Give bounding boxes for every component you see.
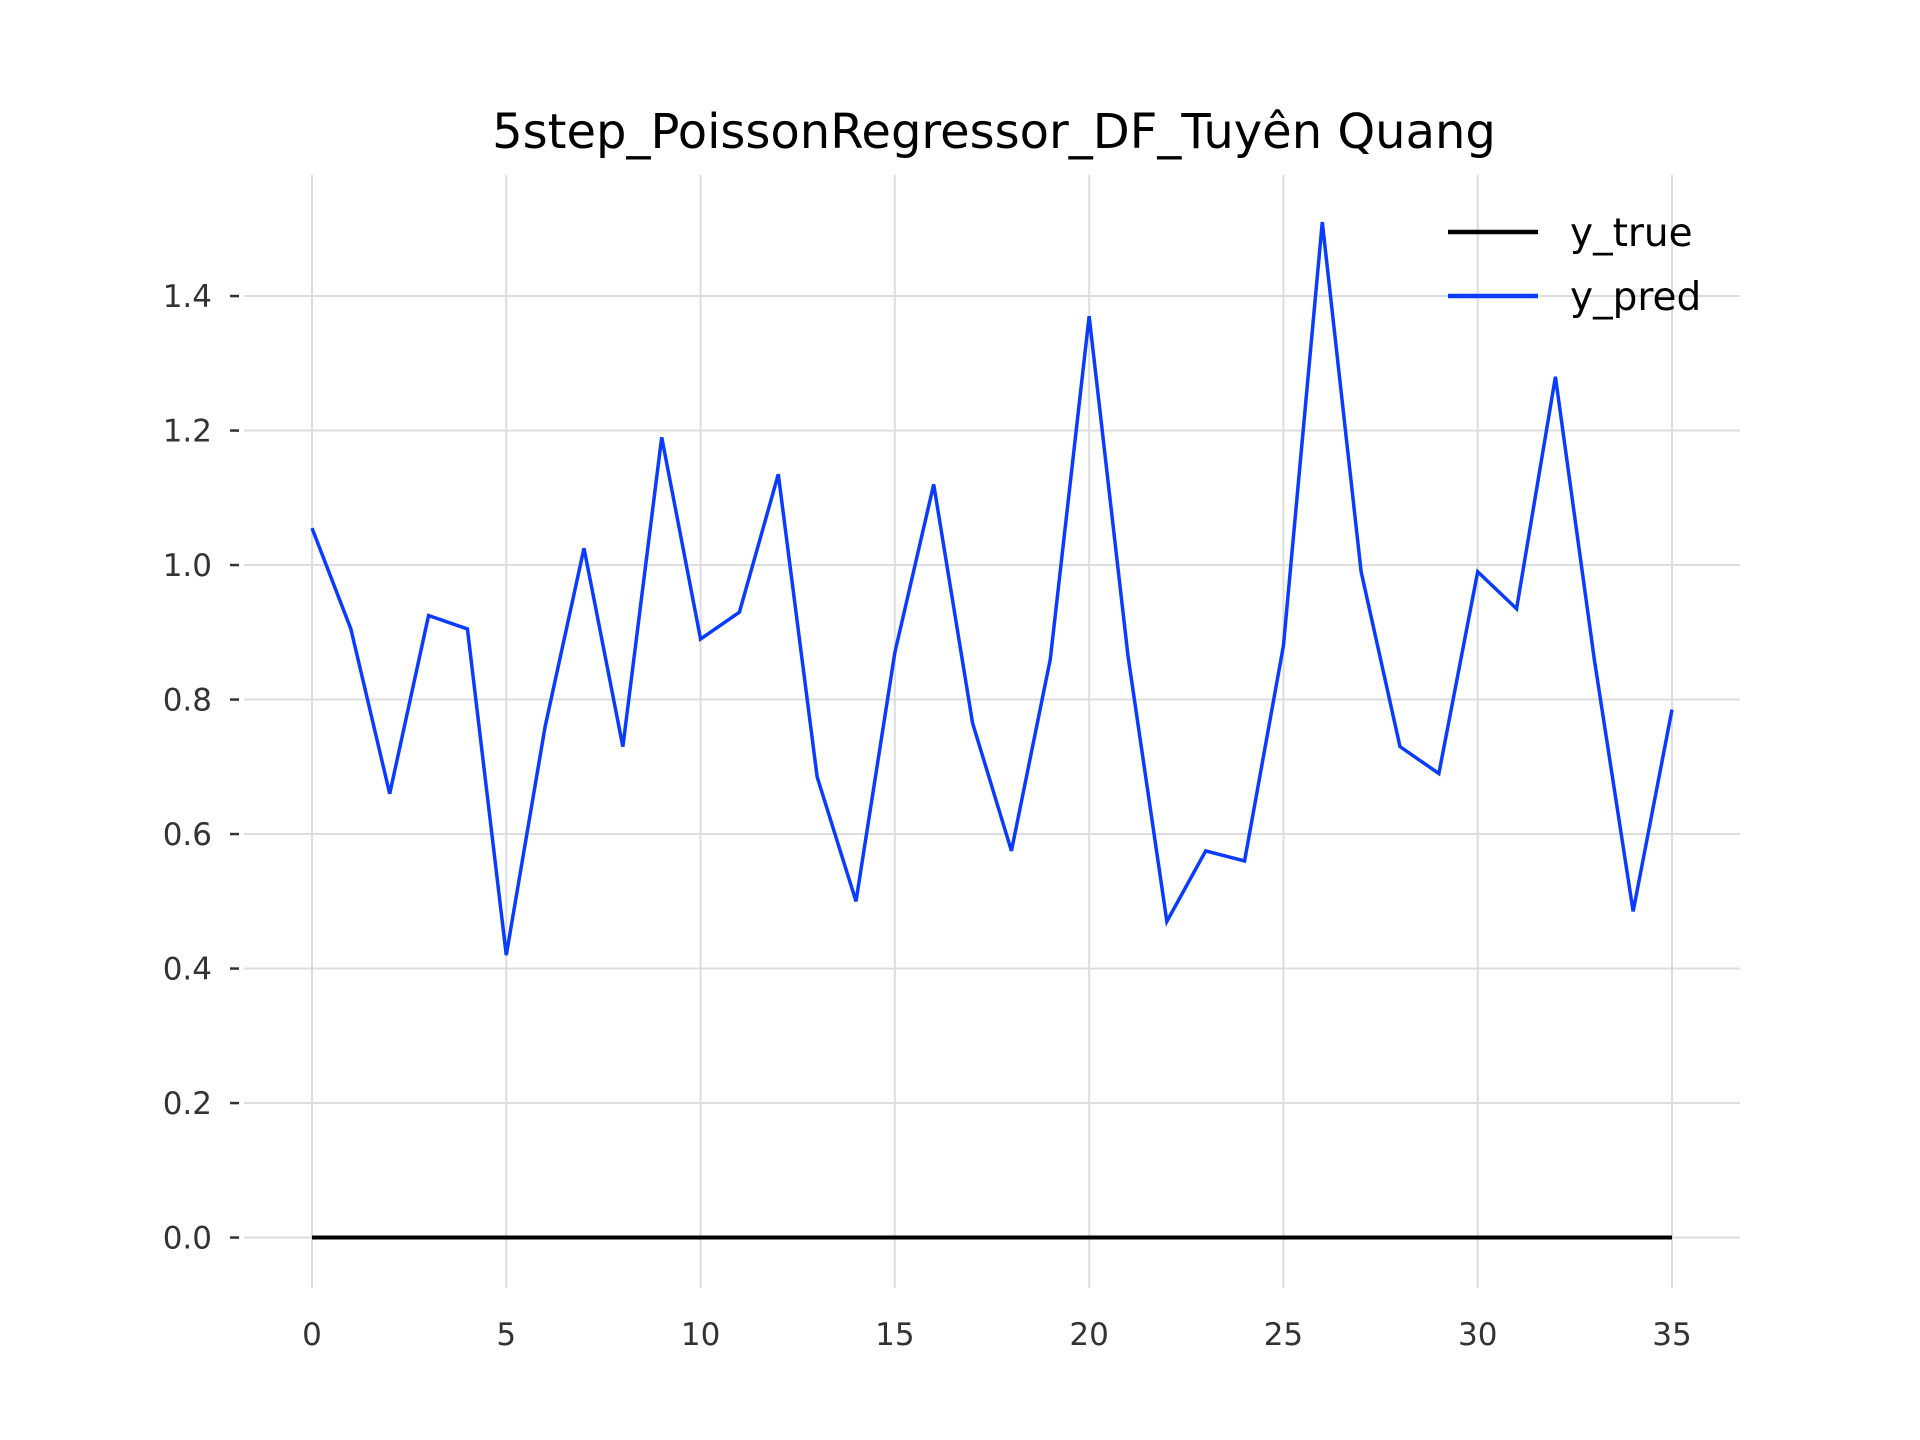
y-tick-label: 0.6 — [163, 817, 212, 853]
legend: y_true y_pred — [1448, 211, 1701, 320]
chart-title: 5step_PoissonRegressor_DF_Tuyên Quang — [492, 104, 1496, 160]
legend-label-y-true: y_true — [1570, 211, 1693, 256]
y-tick-label: 1.4 — [163, 279, 212, 315]
y-tick-label: 0.8 — [163, 683, 212, 719]
y-axis-ticks: 0.0 0.2 0.4 0.6 0.8 1.0 1.2 1.4 — [163, 279, 239, 1257]
series-layer — [310, 221, 1674, 1240]
legend-label-y-pred: y_pred — [1570, 275, 1701, 320]
y-gridlines — [244, 295, 1740, 1239]
x-tick-label: 25 — [1264, 1317, 1303, 1353]
x-tick-label: 15 — [875, 1317, 914, 1353]
x-tick-label: 0 — [302, 1317, 322, 1353]
x-gridlines — [311, 175, 1673, 1288]
x-tick-label: 30 — [1458, 1317, 1497, 1353]
x-tick-label: 10 — [681, 1317, 720, 1353]
y-tick-label: 0.2 — [163, 1086, 212, 1122]
y-tick-label: 0.4 — [163, 952, 212, 988]
x-tick-label: 5 — [496, 1317, 516, 1353]
y-tick-label: 0.0 — [163, 1221, 212, 1257]
x-tick-label: 35 — [1652, 1317, 1691, 1353]
y-tick-label: 1.0 — [163, 548, 212, 584]
x-tick-label: 20 — [1069, 1317, 1108, 1353]
x-axis-ticks: 0 5 10 15 20 25 30 35 — [302, 1317, 1692, 1353]
series-line-y-pred — [310, 221, 1674, 956]
y-tick-label: 1.2 — [163, 414, 212, 450]
